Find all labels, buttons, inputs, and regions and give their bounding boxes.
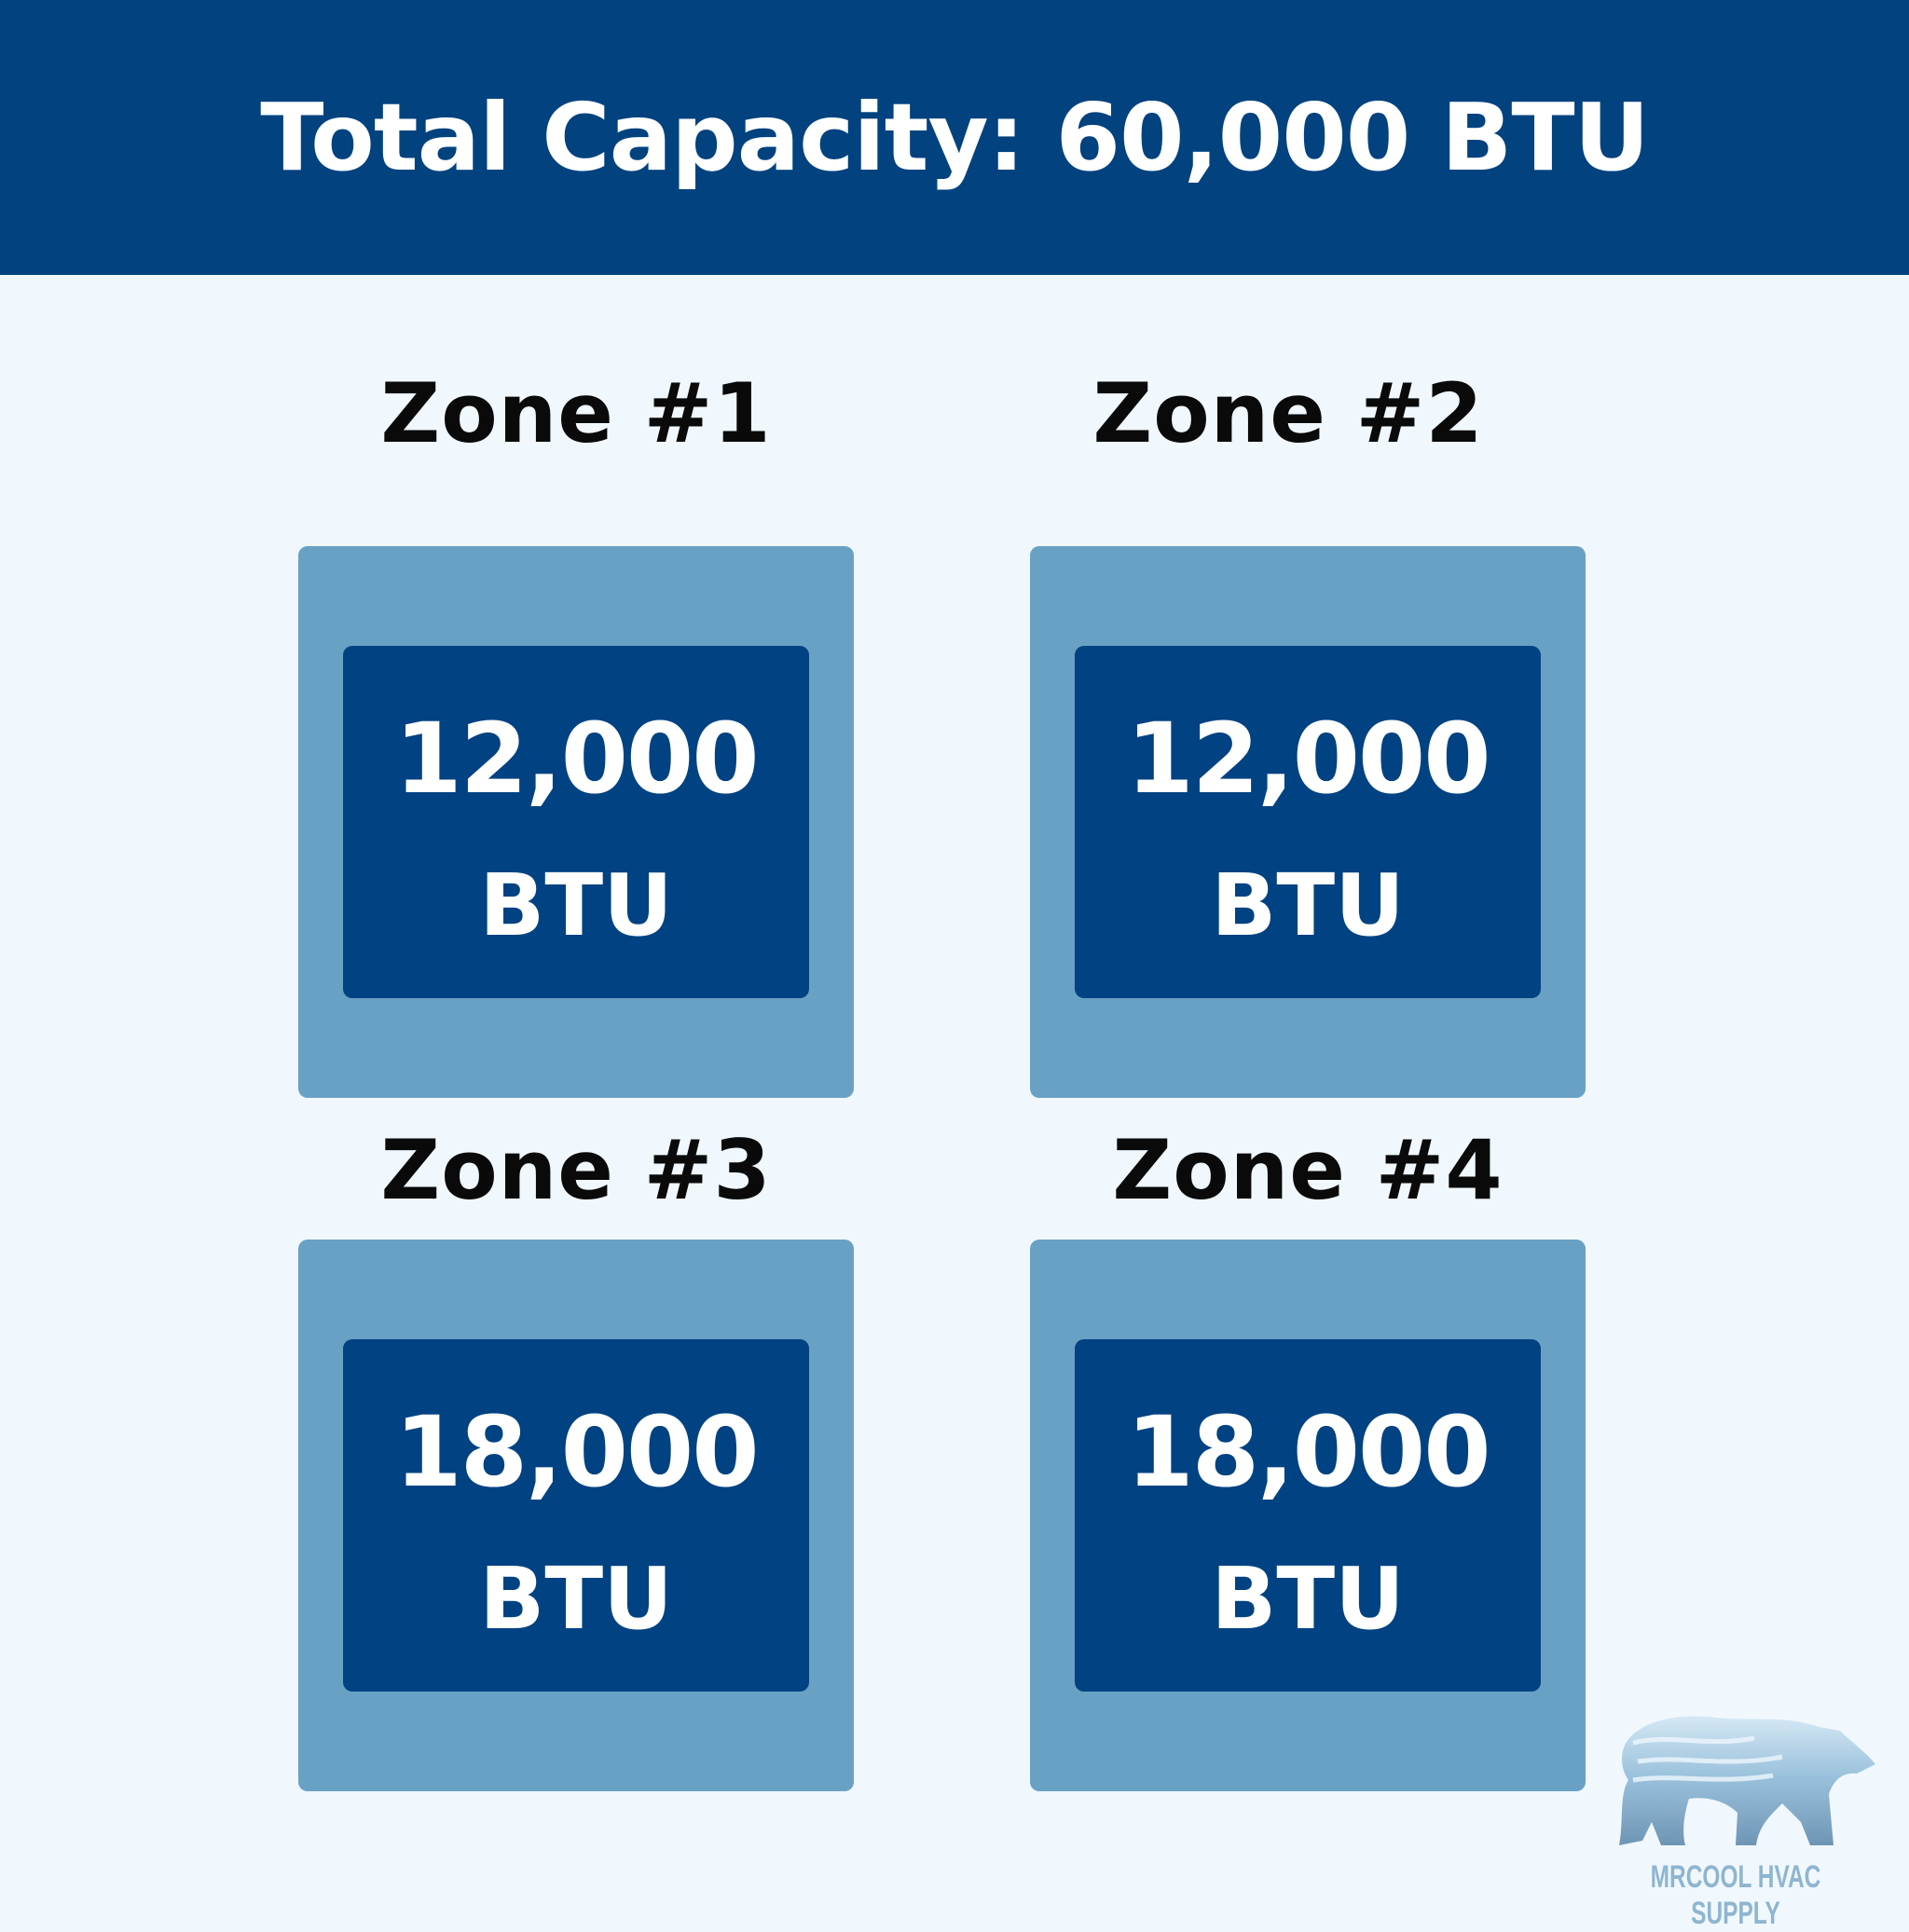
mrcool-logo: MRCOOL HVAC SUPPLY (1596, 1692, 1875, 1931)
zone-4-unit: BTU (1211, 1549, 1405, 1649)
zone-3-capacity-panel: 18,000 BTU (343, 1339, 809, 1692)
zone-2-card: 12,000 BTU (1030, 546, 1586, 1098)
zone-1-card: 12,000 BTU (298, 546, 854, 1098)
logo-text: MRCOOL HVAC SUPPLY (1650, 1859, 1821, 1931)
zone-4-capacity: 18,000 (1126, 1395, 1490, 1509)
zone-3-card: 18,000 BTU (298, 1240, 854, 1791)
zone-2-unit: BTU (1211, 856, 1405, 955)
zone-3-unit: BTU (479, 1549, 673, 1649)
zone-1-capacity: 12,000 (394, 702, 759, 815)
zone-1-label: Zone #1 (380, 365, 772, 461)
zone-3-label: Zone #3 (380, 1122, 772, 1218)
total-capacity-title: Total Capacity: 60,000 BTU (260, 83, 1650, 192)
header-banner: Total Capacity: 60,000 BTU (0, 0, 1909, 275)
zone-4-label: Zone #4 (1112, 1122, 1504, 1218)
zone-4-card: 18,000 BTU (1030, 1240, 1586, 1791)
zone-4-capacity-panel: 18,000 BTU (1075, 1339, 1541, 1692)
zone-1-unit: BTU (479, 856, 673, 955)
zone-3-capacity: 18,000 (394, 1395, 759, 1509)
polar-bear-icon (1619, 1716, 1875, 1845)
zone-1-capacity-panel: 12,000 BTU (343, 646, 809, 998)
zone-2-capacity: 12,000 (1126, 702, 1490, 815)
zone-2-capacity-panel: 12,000 BTU (1075, 646, 1541, 998)
zone-2-label: Zone #2 (1092, 365, 1484, 461)
